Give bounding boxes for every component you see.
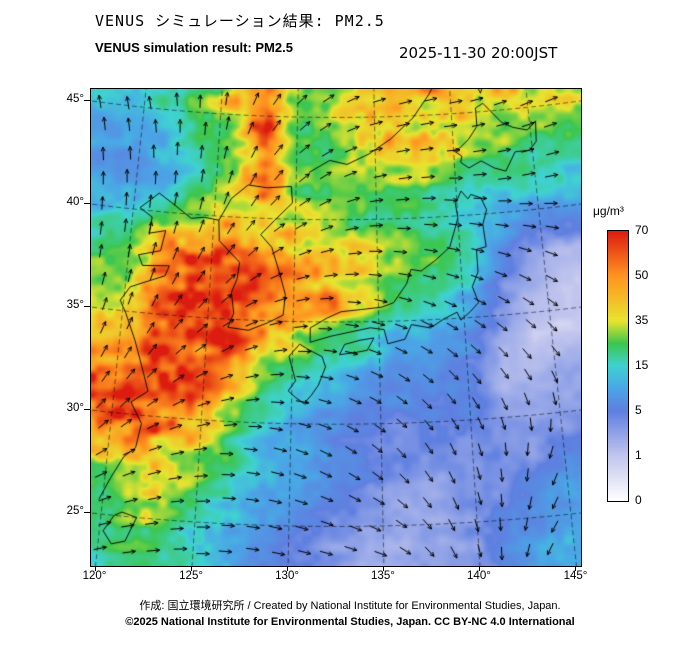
lat-tick-mark [84,409,90,411]
lon-tick-mark [94,566,96,571]
lon-tick-label: 130° [275,570,299,582]
lat-tick-mark [84,306,90,308]
credit-text: 作成: 国立環境研究所 / Created by National Instit… [139,600,561,612]
colorbar-gradient [607,230,629,502]
lat-tick-mark [84,511,90,513]
license-text: ©2025 National Institute for Environment… [125,616,575,628]
lat-tick-mark [84,203,90,205]
lon-tick-mark [382,566,384,571]
colorbar-tick-label: 0 [635,493,642,507]
lon-tick-label: 145° [563,570,588,582]
lat-tick-label: 45° [66,92,84,105]
pm25-map-canvas [91,89,581,566]
lon-tick-mark [575,566,577,571]
lon-tick-label: 140° [467,570,491,582]
lon-tick-label: 125° [179,570,203,582]
page-title-english: VENUS simulation result: PM2.5 [95,40,293,55]
lon-tick-mark [191,566,193,571]
colorbar-unit-label: μg/m³ [593,204,624,218]
map-plot-area [90,88,582,567]
lon-tick-label: 135° [371,570,395,582]
lat-tick-label: 35° [66,299,84,312]
lon-tick-label: 120° [82,570,107,582]
lat-tick-label: 25° [66,504,84,517]
datetime-label: 2025-11-30 20:00JST [399,44,558,62]
colorbar: μg/m³ 70 50 35 15 5 1 0 [593,204,648,507]
lat-tick-label: 30° [66,402,84,415]
lon-tick-mark [287,566,289,571]
colorbar-tick-label: 15 [635,358,649,372]
colorbar-tick-label: 50 [635,268,649,282]
colorbar-tick-label: 35 [635,313,649,327]
lat-tick-label: 40° [66,196,84,209]
lat-tick-mark [84,99,90,101]
lon-tick-mark [478,566,480,571]
page-title-japanese: VENUS シミュレーション結果: PM2.5 [95,12,385,30]
colorbar-tick-label: 1 [635,448,642,462]
colorbar-tick-label: 5 [635,403,642,417]
colorbar-tick-label: 70 [635,223,649,237]
